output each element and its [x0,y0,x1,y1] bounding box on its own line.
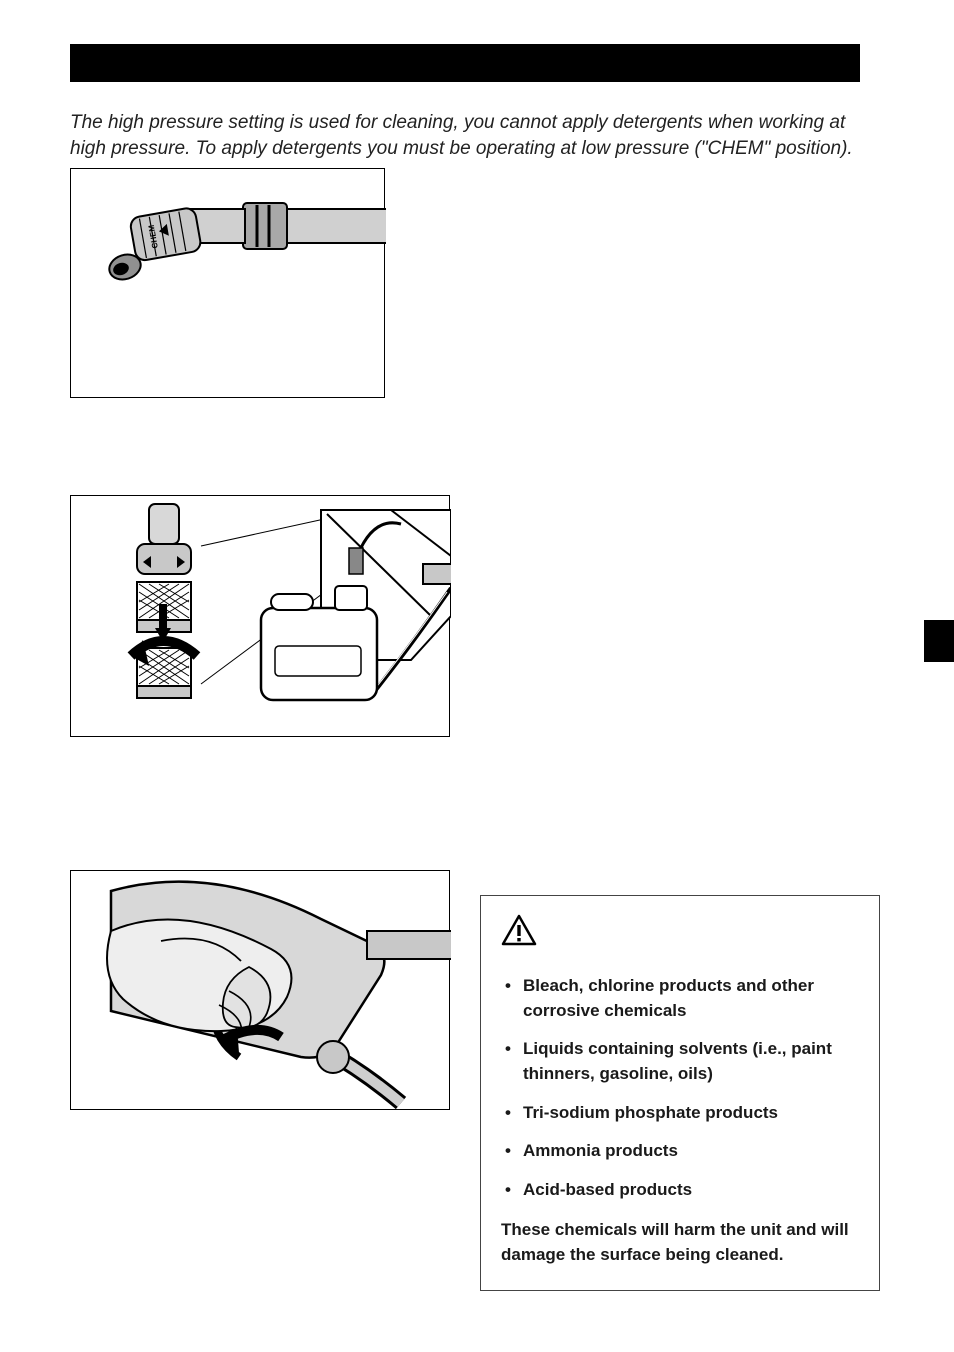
warning-item: Tri-sodium phosphate products [501,1101,859,1126]
figure-nozzle-chem: CHEM [70,168,385,398]
tank-illustration [71,496,451,738]
nozzle-illustration: CHEM [71,169,386,399]
warning-item: Ammonia products [501,1139,859,1164]
warning-list: Bleach, chlorine products and other corr… [501,974,859,1202]
figure-trigger-squeeze [70,870,450,1110]
warning-item: Bleach, chlorine products and other corr… [501,974,859,1023]
page-edge-tab [924,620,954,662]
trigger-illustration [71,871,451,1111]
warning-item: Acid-based products [501,1178,859,1203]
figure-detergent-tank [70,495,450,737]
intro-paragraph: The high pressure setting is used for cl… [70,110,860,161]
warning-item: Liquids containing solvents (i.e., paint… [501,1037,859,1086]
warning-icon [501,914,859,946]
warning-footer: These chemicals will harm the unit and w… [501,1218,859,1267]
warning-panel: Bleach, chlorine products and other corr… [480,895,880,1291]
header-black-bar [70,44,860,82]
